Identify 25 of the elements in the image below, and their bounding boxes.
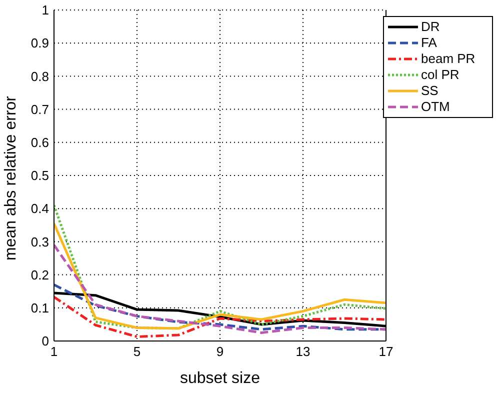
y-tick-label: 0.7 bbox=[30, 102, 49, 117]
x-tick-label: 9 bbox=[216, 344, 224, 360]
line-series bbox=[54, 244, 386, 334]
y-tick-label: 0.9 bbox=[30, 36, 49, 51]
legend-label: beam PR bbox=[421, 51, 476, 67]
y-tick-label: 0 bbox=[42, 334, 49, 349]
legend-label: OTM bbox=[421, 99, 450, 115]
x-axis-title: subset size bbox=[180, 370, 260, 387]
y-tick-label: 0.2 bbox=[30, 267, 49, 282]
y-tick-label: 0.1 bbox=[30, 300, 49, 316]
y-tick-label: 0.5 bbox=[30, 168, 49, 184]
y-axis-title: mean abs relative error bbox=[2, 95, 20, 260]
legend-label: DR bbox=[421, 19, 440, 35]
y-tick-label: 1 bbox=[42, 2, 49, 18]
x-tick-label: 5 bbox=[133, 344, 141, 360]
legend-label: SS bbox=[421, 83, 438, 99]
x-tick-label: 17 bbox=[378, 344, 394, 360]
legend-label: col PR bbox=[421, 67, 460, 83]
y-tick-label: 0.4 bbox=[30, 201, 49, 216]
y-tick-label: 0.6 bbox=[30, 135, 49, 150]
line-series bbox=[54, 296, 386, 338]
y-tick-label: 0.3 bbox=[30, 234, 49, 250]
legend-label: FA bbox=[421, 35, 437, 51]
y-tick-label: 0.8 bbox=[30, 68, 49, 84]
x-tick-label: 13 bbox=[296, 344, 310, 360]
